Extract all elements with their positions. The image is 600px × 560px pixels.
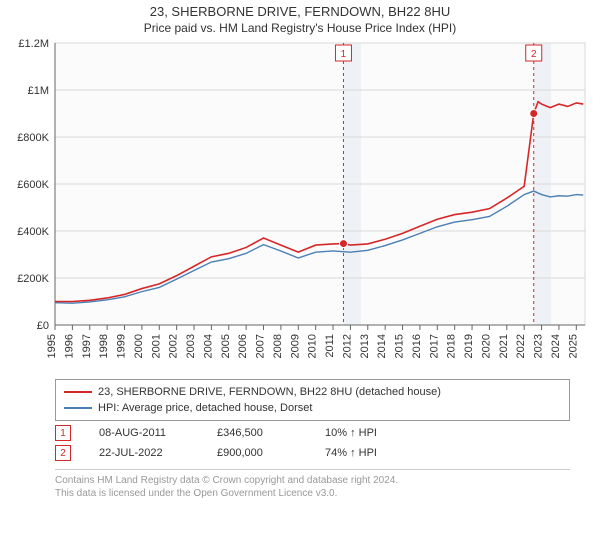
title-address: 23, SHERBORNE DRIVE, FERNDOWN, BH22 8HU xyxy=(0,4,600,19)
x-axis-label: 2024 xyxy=(550,334,562,358)
x-axis-label: 2018 xyxy=(446,334,458,358)
marker-price: £346,500 xyxy=(217,427,297,439)
y-axis-label: £400K xyxy=(17,226,49,238)
x-axis-label: 2017 xyxy=(428,334,440,358)
x-axis-label: 2005 xyxy=(220,334,232,358)
marker-date: 08-AUG-2011 xyxy=(99,427,189,439)
x-axis-label: 2012 xyxy=(341,334,353,358)
chart-marker-number: 1 xyxy=(341,49,347,60)
marker-diff: 10% ↑ HPI xyxy=(325,427,415,439)
x-axis-label: 1998 xyxy=(98,334,110,358)
x-axis-label: 2003 xyxy=(185,334,197,358)
x-axis-label: 2009 xyxy=(289,334,301,358)
marker-badge: 2 xyxy=(55,445,71,461)
x-axis-label: 2016 xyxy=(411,334,423,358)
x-axis-label: 1997 xyxy=(81,334,93,358)
chart-container: 23, SHERBORNE DRIVE, FERNDOWN, BH22 8HU … xyxy=(0,0,600,560)
y-axis-label: £200K xyxy=(17,273,49,285)
legend-row-red: 23, SHERBORNE DRIVE, FERNDOWN, BH22 8HU … xyxy=(64,384,561,400)
y-axis-label: £1M xyxy=(28,85,49,97)
x-axis-label: 2007 xyxy=(255,334,267,358)
x-axis-label: 2023 xyxy=(533,334,545,358)
marker-date: 22-JUL-2022 xyxy=(99,447,189,459)
legend-row-blue: HPI: Average price, detached house, Dors… xyxy=(64,400,561,416)
sale-marker-table: 1 08-AUG-2011 £346,500 10% ↑ HPI 2 22-JUL-202… xyxy=(55,423,570,463)
attribution-footer: Contains HM Land Registry data © Crown c… xyxy=(55,469,570,500)
legend-swatch-blue xyxy=(64,407,92,409)
marker-price: £900,000 xyxy=(217,447,297,459)
sale-marker-row: 2 22-JUL-2022 £900,000 74% ↑ HPI xyxy=(55,443,570,463)
chart-marker-number: 2 xyxy=(531,49,537,60)
x-axis-label: 2001 xyxy=(150,334,162,358)
x-axis-label: 2025 xyxy=(567,334,579,358)
sale-marker-row: 1 08-AUG-2011 £346,500 10% ↑ HPI xyxy=(55,423,570,443)
x-axis-label: 2004 xyxy=(202,334,214,358)
x-axis-label: 2011 xyxy=(324,334,336,358)
x-axis-label: 2020 xyxy=(480,334,492,358)
x-axis-label: 2015 xyxy=(394,334,406,358)
x-axis-label: 2014 xyxy=(376,334,388,358)
x-axis-label: 1995 xyxy=(46,334,58,358)
marker-badge: 1 xyxy=(55,425,71,441)
chart-titles: 23, SHERBORNE DRIVE, FERNDOWN, BH22 8HU … xyxy=(0,0,600,35)
x-axis-label: 2021 xyxy=(498,334,510,358)
title-subtitle: Price paid vs. HM Land Registry's House … xyxy=(0,21,600,35)
y-axis-label: £0 xyxy=(37,320,49,332)
marker-diff: 74% ↑ HPI xyxy=(325,447,415,459)
x-axis-label: 2000 xyxy=(133,334,145,358)
x-axis-label: 1996 xyxy=(63,334,75,358)
x-axis-label: 2013 xyxy=(359,334,371,358)
y-axis-label: £600K xyxy=(17,179,49,191)
x-axis-label: 1999 xyxy=(116,334,128,358)
x-axis-label: 2010 xyxy=(307,334,319,358)
x-axis-label: 2022 xyxy=(515,334,527,358)
y-axis-label: £800K xyxy=(17,132,49,144)
footer-line2: This data is licensed under the Open Gov… xyxy=(55,487,570,500)
legend-swatch-red xyxy=(64,391,92,393)
footer-line1: Contains HM Land Registry data © Crown c… xyxy=(55,474,570,487)
line-chart: £0 £200K £400K £600K £800K £1M £1.2M 1995 1996 19… xyxy=(0,35,600,375)
y-axis-label: £1.2M xyxy=(18,38,49,50)
legend-label-blue: HPI: Average price, detached house, Dors… xyxy=(98,402,312,414)
legend: 23, SHERBORNE DRIVE, FERNDOWN, BH22 8HU … xyxy=(55,379,570,421)
x-axis-label: 2019 xyxy=(463,334,475,358)
legend-label-red: 23, SHERBORNE DRIVE, FERNDOWN, BH22 8HU … xyxy=(98,386,441,398)
x-axis-label: 2002 xyxy=(168,334,180,358)
x-axis-label: 2006 xyxy=(237,334,249,358)
x-axis-label: 2008 xyxy=(272,334,284,358)
